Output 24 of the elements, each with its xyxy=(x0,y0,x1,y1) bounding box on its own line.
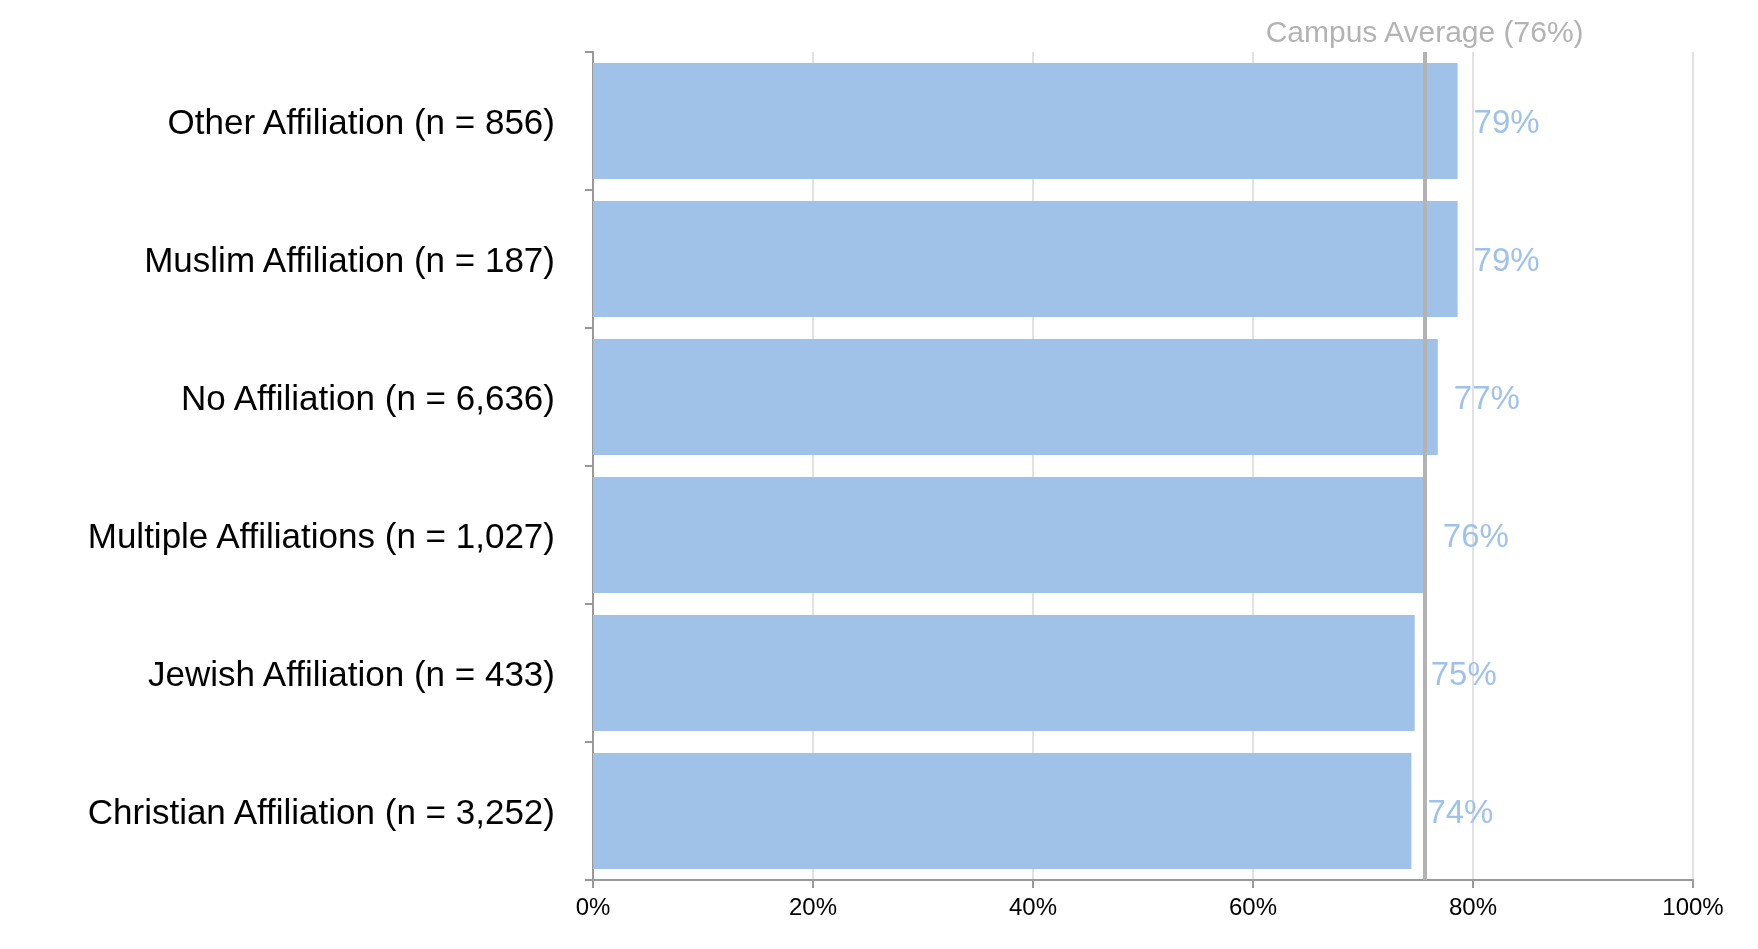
y-tick-label: Multiple Affiliations (n = 1,027) xyxy=(87,515,555,555)
x-tick-label: 100% xyxy=(1662,892,1724,920)
bar xyxy=(593,201,1458,317)
x-tick-label: 60% xyxy=(1228,892,1278,920)
x-tick-label: 40% xyxy=(1008,892,1058,920)
y-tick-label: Other Affiliation (n = 856) xyxy=(167,101,555,141)
data-label: 74% xyxy=(1427,792,1494,830)
y-tick-label: Jewish Affiliation (n = 433) xyxy=(148,653,555,693)
bar xyxy=(593,339,1438,455)
bar xyxy=(593,615,1415,731)
y-tick-label: Christian Affiliation (n = 3,252) xyxy=(87,791,555,831)
data-label: 79% xyxy=(1473,102,1540,140)
ref-line-label: Campus Average (76%) xyxy=(1265,14,1584,48)
data-label: 77% xyxy=(1453,378,1520,416)
y-tick-label: No Affiliation (n = 6,636) xyxy=(181,377,555,417)
bar xyxy=(593,63,1458,179)
y-tick-label: Muslim Affiliation (n = 187) xyxy=(144,239,555,279)
x-tick-label: 80% xyxy=(1448,892,1498,920)
x-tick-label: 0% xyxy=(575,892,611,920)
data-label: 76% xyxy=(1442,516,1509,554)
bar xyxy=(593,753,1412,869)
data-label: 75% xyxy=(1430,654,1497,692)
data-label: 79% xyxy=(1473,240,1540,278)
x-tick-label: 20% xyxy=(788,892,838,920)
